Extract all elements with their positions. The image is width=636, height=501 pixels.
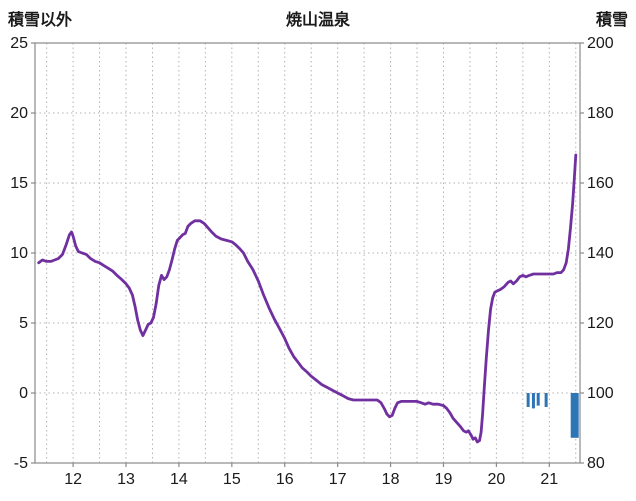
precip-bar xyxy=(526,393,530,407)
right-tick-label: 140 xyxy=(587,245,614,262)
axis-tick-labels: 25 20 15 10 5 0 -5 200 180 160 140 120 100 80 12 13 14 15… xyxy=(10,35,614,488)
right-axis-title: 積雪 xyxy=(595,12,628,29)
left-axis-title: 積雪以外 xyxy=(8,12,73,29)
left-tick-label: 0 xyxy=(19,385,28,402)
x-tick-label: 12 xyxy=(64,471,82,488)
x-tick-label: 15 xyxy=(223,471,241,488)
x-tick-label: 16 xyxy=(276,471,294,488)
axis-ticks xyxy=(31,42,584,467)
right-tick-label: 200 xyxy=(587,35,614,52)
left-tick-label: 15 xyxy=(10,175,28,192)
precip-bar xyxy=(570,393,579,438)
x-tick-label: 20 xyxy=(487,471,505,488)
left-tick-label: -5 xyxy=(14,455,28,472)
chart-title: 焼山温泉 xyxy=(285,12,350,29)
precip-bar xyxy=(544,393,548,407)
x-tick-label: 17 xyxy=(329,471,347,488)
precip-bars xyxy=(526,393,579,438)
left-tick-label: 25 xyxy=(10,35,28,52)
observed-line xyxy=(37,153,578,444)
right-tick-label: 120 xyxy=(587,315,614,332)
left-tick-label: 10 xyxy=(10,245,28,262)
right-tick-label: 100 xyxy=(587,385,614,402)
right-tick-label: 160 xyxy=(587,175,614,192)
x-tick-label: 18 xyxy=(382,471,400,488)
x-tick-label: 14 xyxy=(170,471,188,488)
left-tick-label: 20 xyxy=(10,105,28,122)
precip-bar xyxy=(536,393,540,406)
x-tick-label: 21 xyxy=(540,471,558,488)
x-tick-label: 19 xyxy=(435,471,453,488)
right-tick-label: 80 xyxy=(587,455,605,472)
gridlines xyxy=(35,43,580,463)
right-tick-label: 180 xyxy=(587,105,614,122)
left-tick-label: 5 xyxy=(19,315,28,332)
x-tick-label: 13 xyxy=(117,471,135,488)
precip-bar xyxy=(531,393,535,409)
